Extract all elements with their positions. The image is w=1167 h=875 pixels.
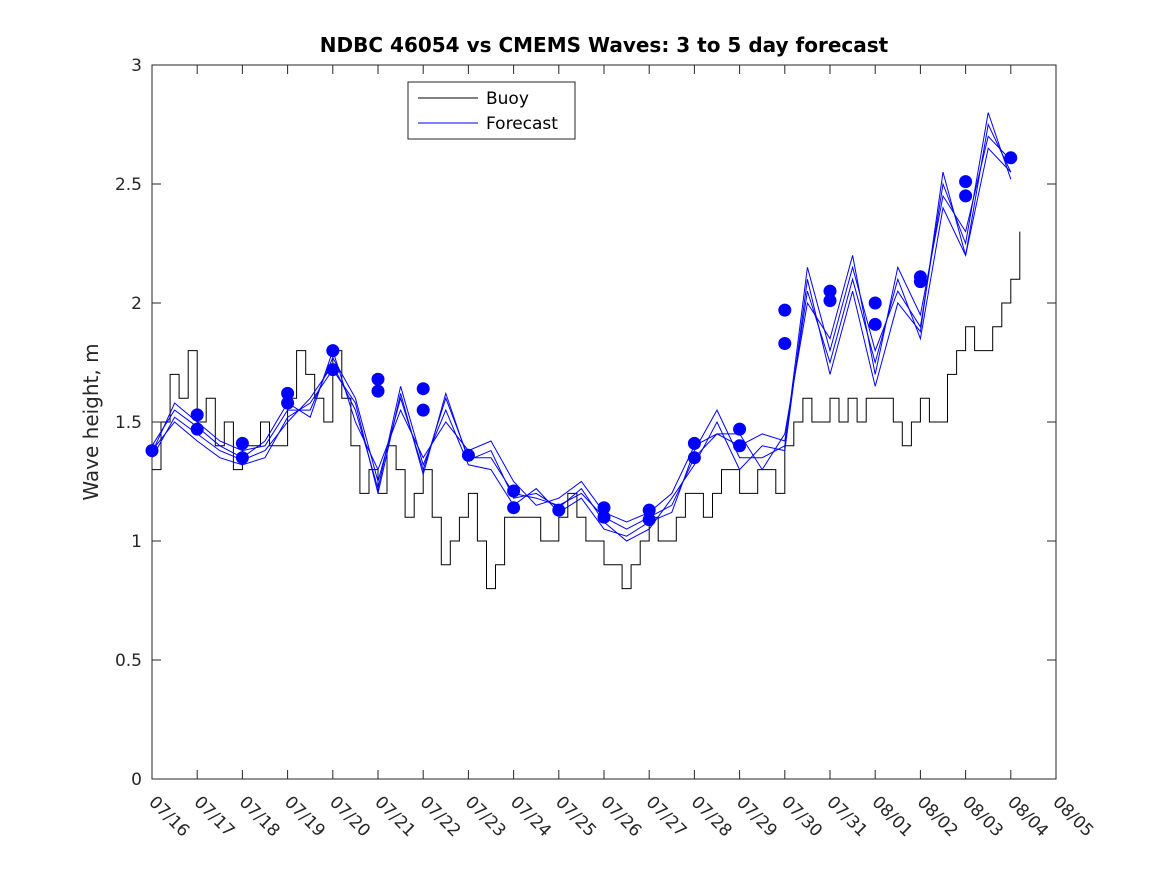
forecast-marker <box>687 451 701 465</box>
forecast-marker <box>190 422 204 436</box>
forecast-marker <box>959 175 973 189</box>
forecast-marker <box>416 403 430 417</box>
forecast-marker <box>597 510 611 524</box>
y-tick-label: 2 <box>131 294 142 314</box>
forecast-marker <box>642 503 656 517</box>
forecast-marker <box>552 503 566 517</box>
forecast-marker <box>913 275 927 289</box>
forecast-marker <box>959 189 973 203</box>
series-layer <box>151 112 1021 590</box>
forecast-marker <box>235 451 249 465</box>
forecast-marker <box>868 296 882 310</box>
forecast-marker <box>145 444 159 458</box>
y-tick-label: 0 <box>131 770 142 790</box>
chart-title: NDBC 46054 vs CMEMS Waves: 3 to 5 day fo… <box>320 33 889 57</box>
y-tick-label: 1 <box>131 532 142 552</box>
axes-box <box>151 64 1057 780</box>
forecast-marker <box>281 396 295 410</box>
legend-label-buoy: Buoy <box>486 89 529 109</box>
forecast-marker <box>733 439 747 453</box>
forecast-marker <box>190 408 204 422</box>
forecast-marker <box>507 501 521 515</box>
forecast-marker <box>235 436 249 450</box>
forecast-marker <box>461 448 475 462</box>
marker-layer <box>145 151 1018 527</box>
forecast-marker <box>1004 151 1018 165</box>
y-axis-label: Wave height, m <box>79 343 103 500</box>
y-tick-label: 3 <box>131 56 142 76</box>
series-forecast-line-3 <box>151 135 1012 523</box>
y-tick-label: 1.5 <box>115 413 142 433</box>
forecast-marker <box>281 386 295 400</box>
y-tick-label: 0.5 <box>115 651 142 671</box>
legend: Buoy Forecast <box>407 81 576 140</box>
forecast-marker <box>823 294 837 308</box>
forecast-marker <box>371 372 385 386</box>
forecast-marker <box>778 303 792 317</box>
plot-area <box>145 64 1057 780</box>
series-forecast-line-4 <box>151 147 1012 542</box>
forecast-marker <box>823 284 837 298</box>
y-tick-label: 2.5 <box>115 175 142 195</box>
forecast-marker <box>778 337 792 350</box>
forecast-marker <box>416 382 430 396</box>
legend-box <box>407 81 576 140</box>
forecast-marker <box>371 384 385 398</box>
forecast-marker <box>868 317 882 331</box>
series-buoy-line <box>152 231 1021 590</box>
forecast-marker <box>733 422 747 436</box>
forecast-marker <box>326 363 340 377</box>
forecast-marker <box>597 501 611 515</box>
forecast-marker <box>507 484 521 498</box>
forecast-marker <box>642 513 656 527</box>
legend-label-forecast: Forecast <box>486 114 558 134</box>
forecast-marker <box>687 436 701 450</box>
series-forecast-line-2 <box>151 112 1012 537</box>
forecast-marker <box>326 344 340 358</box>
